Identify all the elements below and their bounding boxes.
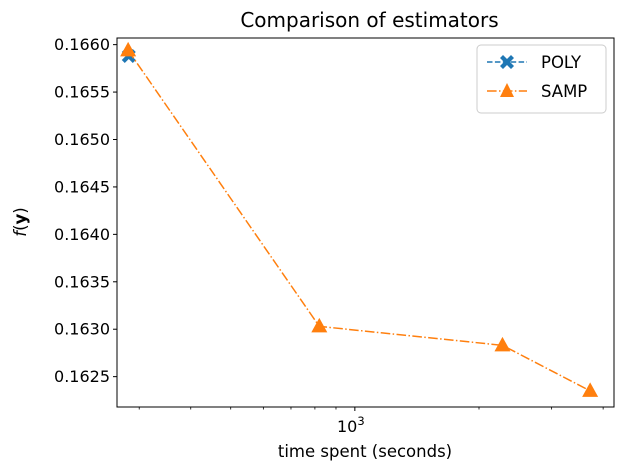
y-tick-label: 0.1650	[54, 130, 110, 149]
legend-marker-poly	[500, 55, 514, 69]
data-point-samp	[311, 317, 328, 333]
y-axis-label-func: f	[11, 229, 30, 237]
y-tick-label: 0.1635	[54, 272, 110, 291]
legend: POLY SAMP	[476, 44, 607, 114]
legend-label-poly: POLY	[541, 53, 582, 72]
x-tick-label: 103	[337, 414, 365, 436]
data-point-samp	[582, 382, 599, 397]
chart-title: Comparison of estimators	[240, 8, 498, 32]
series-line-samp	[127, 49, 591, 392]
y-tick-label: 0.1625	[54, 367, 110, 386]
y-tick-label: 0.1640	[54, 225, 110, 244]
plot-frame	[116, 37, 615, 408]
y-axis-label-open: (	[11, 224, 30, 230]
y-tick-label: 0.1630	[54, 320, 110, 339]
legend-label-samp: SAMP	[541, 82, 587, 101]
x-axis: 103	[138, 407, 604, 436]
y-tick-label: 0.1645	[54, 177, 110, 196]
data-point-samp	[120, 41, 137, 57]
legend-marker-samp	[500, 83, 514, 97]
data-point-samp	[494, 336, 511, 352]
x-axis-label: time spent (seconds)	[278, 442, 452, 461]
y-axis-label: f(y)	[11, 207, 30, 236]
y-tick-label: 0.1660	[54, 35, 110, 54]
y-axis-label-var: y	[11, 213, 30, 224]
plot-series	[120, 41, 599, 397]
x-tick-label-exponent: 3	[357, 414, 364, 428]
y-tick-label: 0.1655	[54, 83, 110, 102]
y-axis: 0.1625 0.1630 0.1635 0.1640 0.1645 0.1650 0.16…	[54, 35, 117, 386]
y-axis-label-close: )	[11, 207, 30, 213]
x-tick-label-base: 10	[337, 417, 357, 436]
